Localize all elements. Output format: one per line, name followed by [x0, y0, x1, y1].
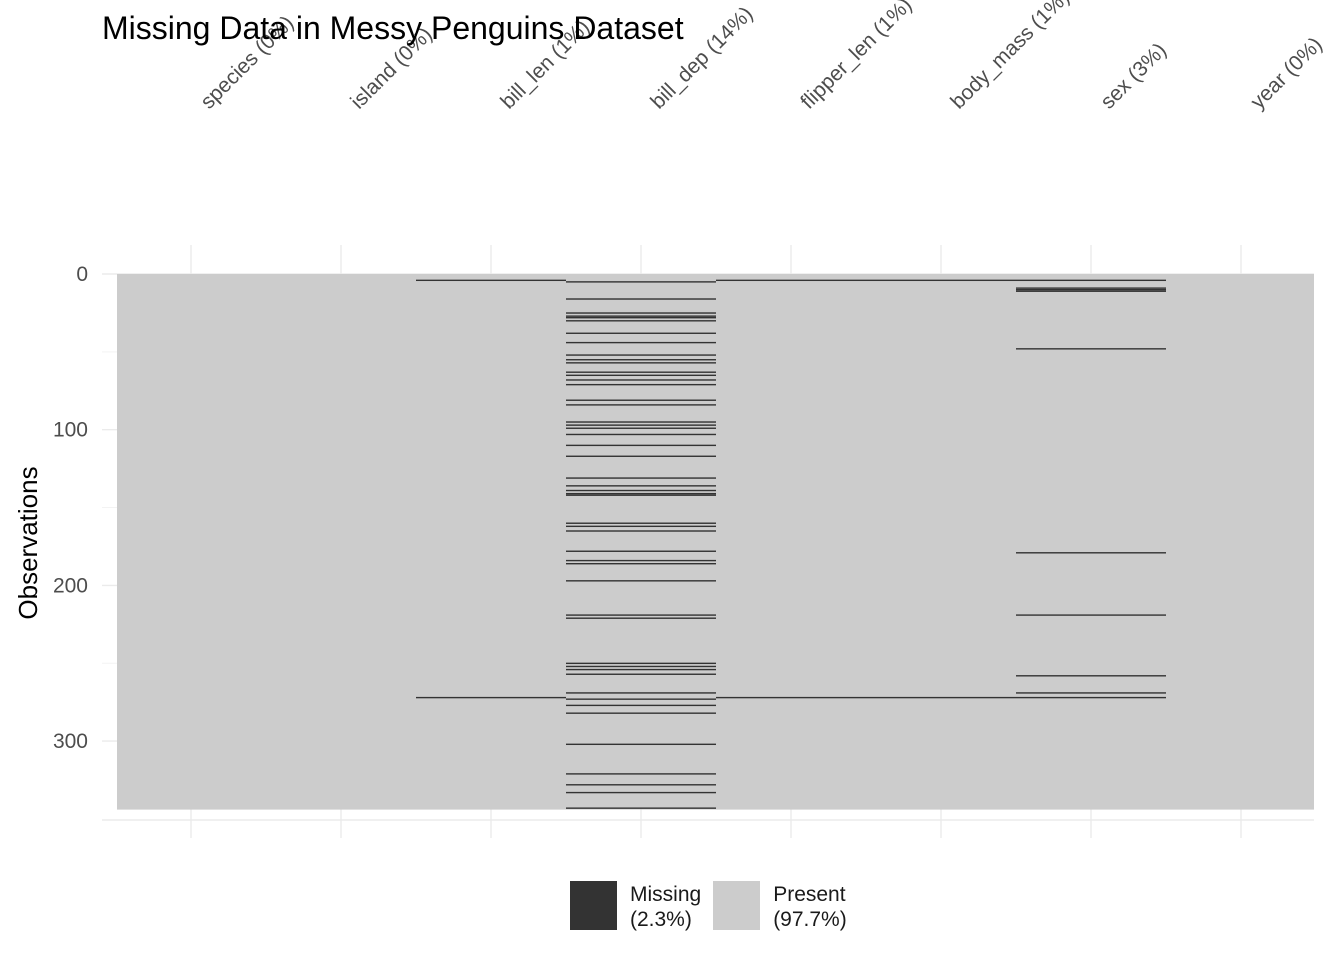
missing-mark-bill_dep	[566, 374, 716, 377]
missing-mark-bill_dep	[566, 530, 716, 532]
missing-mark-sex	[1016, 279, 1166, 282]
missing-mark-bill_dep	[566, 332, 716, 334]
x-tick-label-sex: sex (3%)	[1096, 39, 1171, 114]
present-tile-sex	[1017, 274, 1167, 810]
present-tile-body_mass	[867, 274, 1017, 810]
missing-mark-bill_dep	[566, 704, 716, 707]
legend-item-missing: Missing (2.3%)	[570, 881, 701, 932]
missing-mark-bill_dep	[566, 383, 716, 386]
y-tick-label: 100	[53, 419, 88, 442]
y-tick-labels: 0 100 200 300	[53, 263, 88, 753]
missing-mark-bill_dep	[566, 698, 716, 700]
missing-mark-sex	[1016, 675, 1166, 677]
missing-mark-bill_dep	[566, 617, 716, 619]
missing-mark-bill_dep	[566, 359, 716, 361]
missing-mark-bill_dep	[566, 673, 716, 675]
missing-mark-sex	[1016, 348, 1166, 350]
missing-mark-bill_len	[416, 696, 566, 699]
missing-mark-bill_dep	[566, 485, 716, 487]
missing-mark-bill_dep	[566, 444, 716, 447]
missing-mark-bill_dep	[566, 525, 716, 528]
missing-mark-bill_dep	[566, 494, 716, 496]
missing-mark-flipper_len	[716, 696, 866, 699]
legend-key-missing	[570, 881, 617, 930]
missing-mark-bill_dep	[566, 489, 716, 492]
x-tick-label-body_mass: body_mass (1%)	[946, 0, 1074, 114]
missing-mark-bill_dep	[566, 492, 716, 495]
missing-mark-bill_dep	[566, 665, 716, 668]
missing-mark-bill_dep	[566, 421, 716, 423]
x-tick-label-flipper_len: flipper_len (1%)	[796, 0, 916, 114]
present-tile-year	[1167, 274, 1314, 810]
missing-mark-bill_dep	[566, 692, 716, 694]
missing-mark-bill_dep	[566, 580, 716, 582]
missing-mark-bill_dep	[566, 315, 716, 317]
missing-mark-bill_len	[416, 279, 566, 282]
missing-mark-bill_dep	[566, 563, 716, 565]
missing-mark-bill_dep	[566, 773, 716, 775]
present-tile-island	[267, 274, 417, 810]
missing-mark-bill_dep	[566, 433, 716, 436]
missing-mark-bill_dep	[566, 477, 716, 479]
missing-mark-bill_dep	[566, 743, 716, 746]
missing-mark-bill_dep	[566, 404, 716, 406]
missing-mark-sex	[1016, 287, 1166, 289]
missing-mark-bill_dep	[566, 371, 716, 373]
missing-mark-sex	[1016, 692, 1166, 694]
missing-mark-sex	[1016, 696, 1166, 699]
y-axis-label: Observations	[13, 466, 43, 619]
missing-mark-bill_dep	[566, 662, 716, 665]
missing-mark-bill_dep	[566, 427, 716, 429]
missing-mark-bill_dep	[566, 791, 716, 794]
x-tick-label-year: year (0%)	[1246, 33, 1327, 114]
missing-mark-flipper_len	[716, 279, 866, 282]
missing-mark-bill_dep	[566, 424, 716, 426]
missing-mark-bill_dep	[566, 455, 716, 457]
present-tiles	[117, 274, 1314, 810]
missing-marks	[416, 279, 1166, 809]
missing-mark-bill_dep	[566, 784, 716, 786]
missing-mark-bill_dep	[566, 298, 716, 300]
y-tick-label: 300	[53, 730, 88, 753]
missing-mark-bill_dep	[566, 354, 716, 356]
missing-mark-bill_dep	[566, 399, 716, 401]
missing-mark-bill_dep	[566, 379, 716, 381]
legend-label-missing: Missing (2.3%)	[630, 883, 702, 931]
missing-mark-bill_dep	[566, 712, 716, 714]
y-tick-label: 200	[53, 574, 88, 597]
missing-mark-bill_dep	[566, 559, 716, 562]
missing-mark-bill_dep	[566, 550, 716, 552]
legend-key-present	[713, 881, 761, 930]
present-tile-bill_len	[417, 274, 567, 810]
missing-mark-bill_dep	[566, 320, 716, 322]
legend-label-present: Present (97.7%)	[773, 883, 847, 931]
missing-mark-bill_dep	[566, 807, 716, 809]
y-tick-label: 0	[76, 263, 88, 286]
missing-mark-bill_dep	[566, 522, 716, 524]
missing-mark-sex	[1016, 288, 1166, 291]
missing-mark-bill_dep	[566, 312, 716, 314]
missing-mark-bill_dep	[566, 341, 716, 344]
missing-mark-sex	[1016, 614, 1166, 616]
missing-mark-body_mass	[866, 696, 1016, 699]
missing-mark-bill_dep	[566, 614, 716, 616]
missing-mark-body_mass	[866, 279, 1016, 282]
chart-title: Missing Data in Messy Penguins Dataset	[102, 10, 684, 46]
legend: Missing (2.3%) Present (97.7%)	[570, 881, 859, 932]
missing-mark-bill_dep	[566, 316, 716, 319]
legend-item-present: Present (97.7%)	[713, 881, 847, 932]
missing-mark-bill_dep	[566, 668, 716, 671]
missing-mark-bill_dep	[566, 281, 716, 283]
present-tile-bill_dep	[567, 274, 717, 810]
present-tile-species	[117, 274, 267, 810]
present-tile-flipper_len	[717, 274, 867, 810]
missing-mark-bill_dep	[566, 362, 716, 364]
missing-mark-sex	[1016, 552, 1166, 554]
missing-mark-sex	[1016, 290, 1166, 292]
